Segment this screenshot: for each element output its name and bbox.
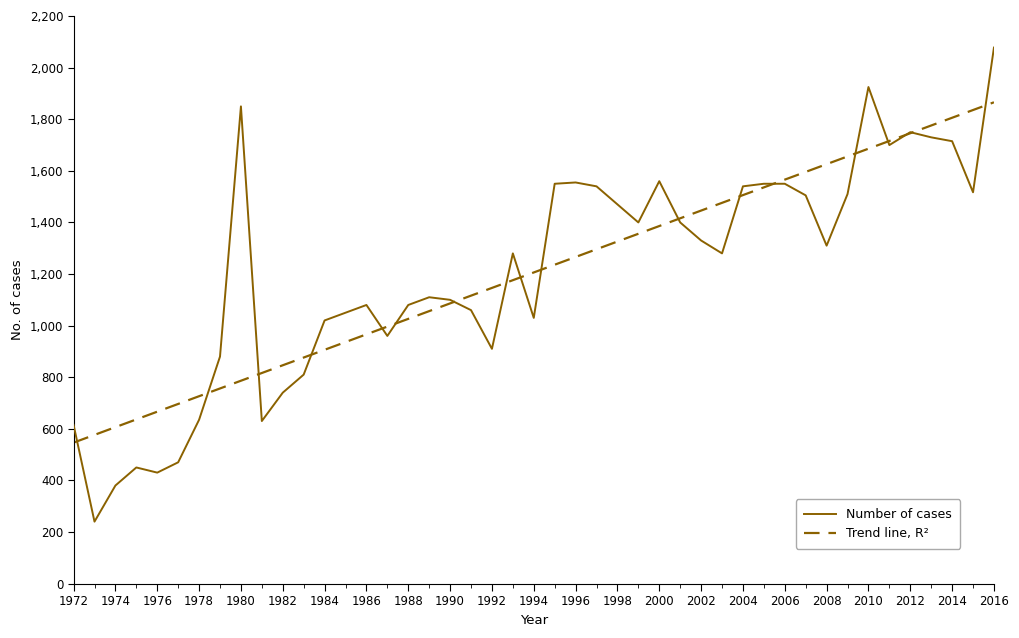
Trend line, R²	[109, 424, 121, 431]
Number of cases	[819, 242, 832, 249]
Trend line, R²	[757, 184, 769, 191]
Trend line, R²	[966, 106, 978, 114]
Number of cases	[736, 182, 748, 190]
Trend line, R²	[423, 308, 435, 315]
Trend line, R²	[318, 346, 330, 353]
Trend line, R²	[89, 431, 101, 439]
Number of cases	[632, 219, 644, 226]
Number of cases	[465, 306, 477, 314]
Number of cases	[799, 191, 811, 199]
Trend line, R²	[799, 168, 811, 175]
Trend line, R²	[652, 222, 664, 230]
Trend line, R²	[674, 214, 686, 222]
Number of cases	[298, 371, 310, 378]
Number of cases	[674, 219, 686, 226]
Line: Number of cases: Number of cases	[73, 48, 993, 522]
Trend line, R²	[298, 353, 310, 361]
Trend line, R²	[610, 238, 623, 246]
Trend line, R²	[465, 292, 477, 299]
Trend line, R²	[819, 160, 832, 168]
Trend line, R²	[234, 377, 247, 385]
Number of cases	[506, 249, 519, 257]
Number of cases	[151, 469, 163, 477]
Number of cases	[67, 421, 79, 429]
Number of cases	[381, 332, 393, 340]
Trend line, R²	[193, 392, 205, 400]
Number of cases	[339, 309, 352, 316]
Trend line, R²	[172, 400, 184, 408]
Number of cases	[109, 482, 121, 489]
Trend line, R²	[527, 269, 539, 276]
Trend line, R²	[151, 408, 163, 415]
Trend line, R²	[632, 230, 644, 237]
Trend line, R²	[861, 145, 873, 152]
Line: Trend line, R²: Trend line, R²	[73, 102, 993, 443]
Number of cases	[256, 417, 268, 425]
Number of cases	[443, 296, 455, 304]
Number of cases	[966, 188, 978, 196]
Trend line, R²	[548, 261, 560, 269]
Number of cases	[652, 177, 664, 185]
Number of cases	[214, 353, 226, 360]
Y-axis label: No. of cases: No. of cases	[11, 260, 24, 340]
Number of cases	[777, 180, 790, 188]
Trend line, R²	[736, 191, 748, 199]
Trend line, R²	[381, 323, 393, 330]
Number of cases	[172, 459, 184, 466]
Trend line, R²	[130, 415, 143, 423]
Trend line, R²	[569, 253, 581, 261]
Number of cases	[401, 301, 414, 309]
Trend line, R²	[945, 114, 957, 122]
Number of cases	[130, 464, 143, 471]
Trend line, R²	[276, 362, 288, 369]
Trend line, R²	[694, 207, 706, 214]
Number of cases	[861, 83, 873, 91]
Trend line, R²	[67, 439, 79, 447]
Number of cases	[527, 314, 539, 322]
Number of cases	[234, 103, 247, 110]
Trend line, R²	[590, 246, 602, 253]
Trend line, R²	[256, 369, 268, 377]
Trend line, R²	[986, 98, 999, 106]
Trend line, R²	[903, 130, 915, 137]
Number of cases	[318, 316, 330, 324]
Number of cases	[360, 301, 372, 309]
Trend line, R²	[882, 137, 895, 145]
Number of cases	[485, 345, 497, 353]
Number of cases	[841, 190, 853, 198]
Number of cases	[715, 249, 728, 257]
Trend line, R²	[339, 338, 352, 346]
Number of cases	[903, 128, 915, 136]
Trend line, R²	[841, 152, 853, 160]
Number of cases	[548, 180, 560, 188]
Trend line, R²	[443, 300, 455, 308]
Number of cases	[924, 133, 936, 141]
Number of cases	[569, 179, 581, 186]
Number of cases	[193, 416, 205, 424]
Trend line, R²	[715, 199, 728, 207]
Number of cases	[694, 237, 706, 244]
Trend line, R²	[506, 276, 519, 284]
Trend line, R²	[401, 315, 414, 323]
Trend line, R²	[485, 284, 497, 292]
Legend: Number of cases, Trend line, R²: Number of cases, Trend line, R²	[795, 499, 959, 549]
Number of cases	[945, 137, 957, 145]
Trend line, R²	[777, 176, 790, 184]
Number of cases	[757, 180, 769, 188]
Number of cases	[590, 182, 602, 190]
Number of cases	[89, 518, 101, 526]
Number of cases	[423, 293, 435, 301]
Number of cases	[882, 141, 895, 149]
Trend line, R²	[214, 385, 226, 392]
X-axis label: Year: Year	[520, 614, 547, 627]
Trend line, R²	[924, 122, 936, 130]
Trend line, R²	[360, 330, 372, 338]
Number of cases	[276, 389, 288, 396]
Number of cases	[986, 44, 999, 52]
Number of cases	[610, 200, 623, 208]
